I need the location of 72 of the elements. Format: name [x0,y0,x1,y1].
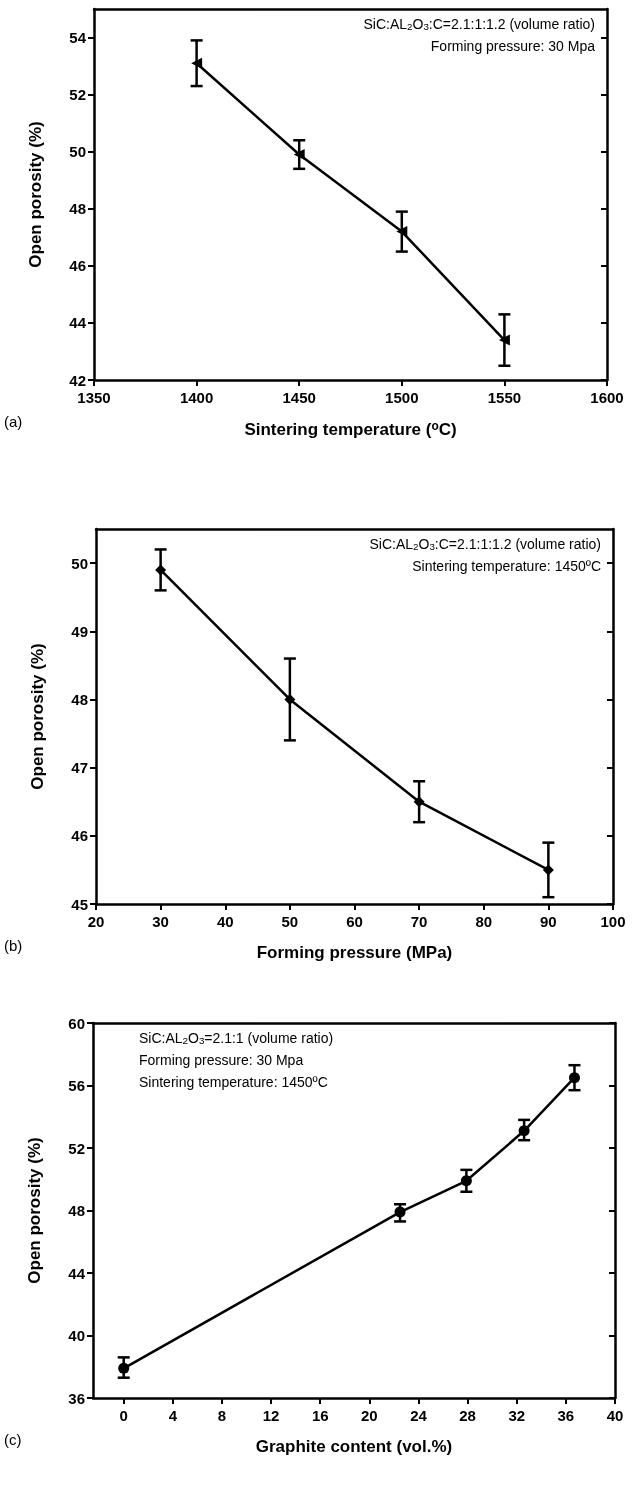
annotation: Forming pressure: 30 Mpa [139,1052,304,1068]
y-tick-label: 54 [69,29,87,47]
y-tick-label: 44 [69,314,87,332]
x-tick-label: 12 [262,1407,280,1424]
y-tick-label: 56 [68,1077,85,1094]
annotation: SiC:AL2O3:C=2.1:1:1.2 (volume ratio) [363,16,596,33]
x-tick-label: 30 [152,913,169,930]
point [191,57,203,69]
y-tick-label: 49 [71,622,88,640]
point [498,334,510,346]
x-tick-label: 1500 [385,389,419,406]
x-tick-label: 20 [87,913,105,930]
y-axis-title: Open porosity (%) [26,121,45,268]
annotation: Forming pressure: 30 Mpa [430,38,596,54]
text: (a) [4,413,23,430]
x-tick-label: 100 [600,913,626,930]
x-tick-label: 60 [346,913,363,930]
y-tick-label: 48 [68,1202,85,1219]
x-tick-label: 40 [606,1407,624,1424]
text: (c) [4,1431,22,1448]
text: (b) [4,937,23,954]
y-tick-label: 48 [69,200,86,218]
x-axis-title: Graphite content (vol.%) [255,1437,453,1456]
y-tick-label: 60 [68,1014,85,1032]
x-tick-label: 4 [168,1407,178,1424]
x-tick-label: 20 [361,1407,378,1424]
y-tick-label: 52 [68,1139,85,1157]
point [518,1125,530,1137]
x-tick-label: 70 [410,913,428,930]
y-tick-label: 46 [69,257,86,275]
y-tick-label: 44 [68,1264,86,1282]
annotation: SiC:AL2O3:C=2.1:1:1.2 (volume ratio) [369,536,602,553]
x-tick-label: 40 [216,913,234,930]
y-axis-title: Open porosity (%) [28,643,47,790]
x-tick-label: 1450 [282,389,316,406]
point [413,796,425,808]
x-tick-label: 8 [217,1407,227,1424]
point [542,864,554,876]
point [155,564,167,576]
y-tick-label: 52 [69,86,86,104]
annotation: Sintering temperature: 1450ºC [139,1074,328,1090]
point [394,1206,406,1218]
x-axis-title: Forming pressure (MPa) [256,943,453,962]
y-tick-label: 47 [71,759,88,777]
x-tick-label: 28 [459,1407,476,1424]
point [568,1072,580,1084]
y-tick-label: 48 [71,690,88,708]
point [293,149,305,161]
x-tick-label: 1400 [179,389,214,406]
y-tick-label: 50 [71,554,88,572]
y-tick-label: 50 [69,143,86,161]
y-tick-label: 45 [71,895,88,913]
x-tick-label: 36 [557,1407,575,1424]
point [118,1362,130,1374]
y-axis-title: Open porosity (%) [25,1137,44,1284]
point [460,1175,472,1187]
x-tick-label: 1600 [590,389,624,406]
y-tick-label: 40 [68,1327,85,1344]
y-tick-label: 46 [71,827,88,845]
y-tick-label: 42 [69,371,86,389]
x-tick-label: 80 [475,913,493,930]
x-tick-label: 16 [311,1407,329,1424]
y-tick-label: 36 [68,1389,85,1407]
x-tick-label: 24 [410,1407,428,1424]
x-tick-label: 1550 [487,389,522,406]
x-tick-label: 90 [540,913,557,930]
annotation: Sintering temperature: 1450ºC [412,558,602,574]
x-tick-label: 1350 [77,389,111,406]
x-tick-label: 32 [508,1407,526,1424]
x-tick-label: 0 [119,1407,128,1424]
x-tick-label: 50 [281,913,299,930]
annotation: SiC:AL2O3=2.1:1 (volume ratio) [139,1030,334,1047]
